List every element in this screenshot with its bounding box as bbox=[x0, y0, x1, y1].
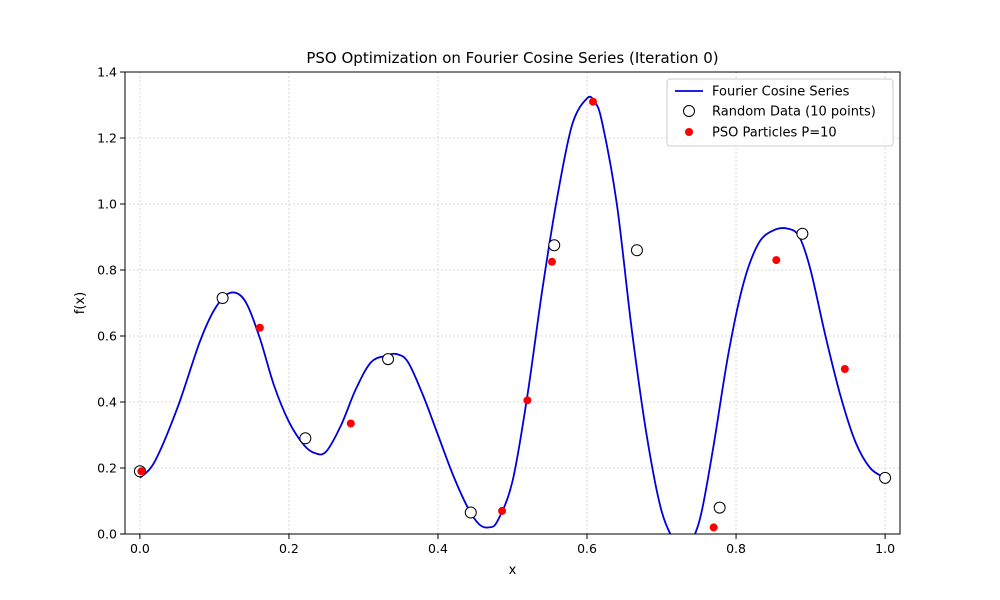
x-axis-label: x bbox=[509, 563, 517, 578]
random-data-point bbox=[299, 432, 312, 445]
x-tick-label: 0.2 bbox=[279, 541, 299, 556]
legend-open-circle-swatch bbox=[683, 105, 695, 117]
pso-particle-point bbox=[547, 257, 556, 266]
x-tick-label: 0.4 bbox=[428, 541, 448, 556]
x-tick-label: 1.0 bbox=[875, 541, 895, 556]
fourier-series-line bbox=[139, 95, 886, 534]
x-tick-label: 0.6 bbox=[577, 541, 597, 556]
random-data-point bbox=[713, 501, 726, 514]
random-data-point bbox=[630, 244, 643, 257]
y-tick-label: 0.0 bbox=[97, 527, 117, 542]
legend-entry-pso-particles: PSO Particles P=10 bbox=[712, 126, 837, 141]
pso-particle-point bbox=[137, 467, 146, 476]
axes-frame bbox=[124, 71, 901, 535]
random-data-point bbox=[548, 239, 561, 252]
random-data-point bbox=[382, 353, 395, 366]
legend: Fourier Cosine Series Random Data (10 po… bbox=[666, 78, 894, 147]
pso-particle-point bbox=[588, 97, 597, 106]
y-tick-label: 1.2 bbox=[97, 131, 117, 146]
legend-entry-fourier: Fourier Cosine Series bbox=[712, 85, 850, 100]
random-data-point bbox=[464, 506, 477, 519]
pso-particle-point bbox=[840, 365, 849, 373]
x-tick-label: 0.8 bbox=[726, 541, 746, 556]
random-data-point bbox=[879, 471, 892, 484]
x-tick-label: 0.0 bbox=[130, 541, 150, 556]
y-axis-label: f(x) bbox=[73, 292, 88, 314]
legend-entry-random-data: Random Data (10 points) bbox=[712, 105, 876, 120]
y-tick-label: 0.8 bbox=[97, 263, 117, 278]
y-tick-label: 0.4 bbox=[97, 395, 117, 410]
y-tick-label: 0.6 bbox=[97, 329, 117, 344]
legend-box bbox=[666, 78, 894, 147]
pso-particle-point bbox=[346, 419, 355, 428]
y-tick-label: 1.0 bbox=[97, 197, 117, 212]
pso-particle-point bbox=[255, 323, 264, 332]
y-tick-label: 1.4 bbox=[97, 65, 117, 80]
legend-red-dot-swatch bbox=[685, 128, 693, 136]
pso-particle-point bbox=[523, 396, 532, 405]
pso-particle-point bbox=[772, 256, 781, 265]
random-data-point bbox=[796, 227, 809, 240]
random-data-point bbox=[216, 292, 229, 305]
y-tick-label: 0.2 bbox=[97, 461, 117, 476]
chart-title: PSO Optimization on Fourier Cosine Serie… bbox=[306, 49, 718, 67]
pso-particle-point bbox=[498, 506, 507, 515]
pso-particle-point bbox=[709, 523, 718, 532]
ticks: 0.0 0.2 0.4 0.6 0.8 1.0 0.0 0.2 0.4 0.6 0.8 1.0 1.2 1… bbox=[97, 65, 895, 557]
plot-area bbox=[139, 95, 886, 534]
